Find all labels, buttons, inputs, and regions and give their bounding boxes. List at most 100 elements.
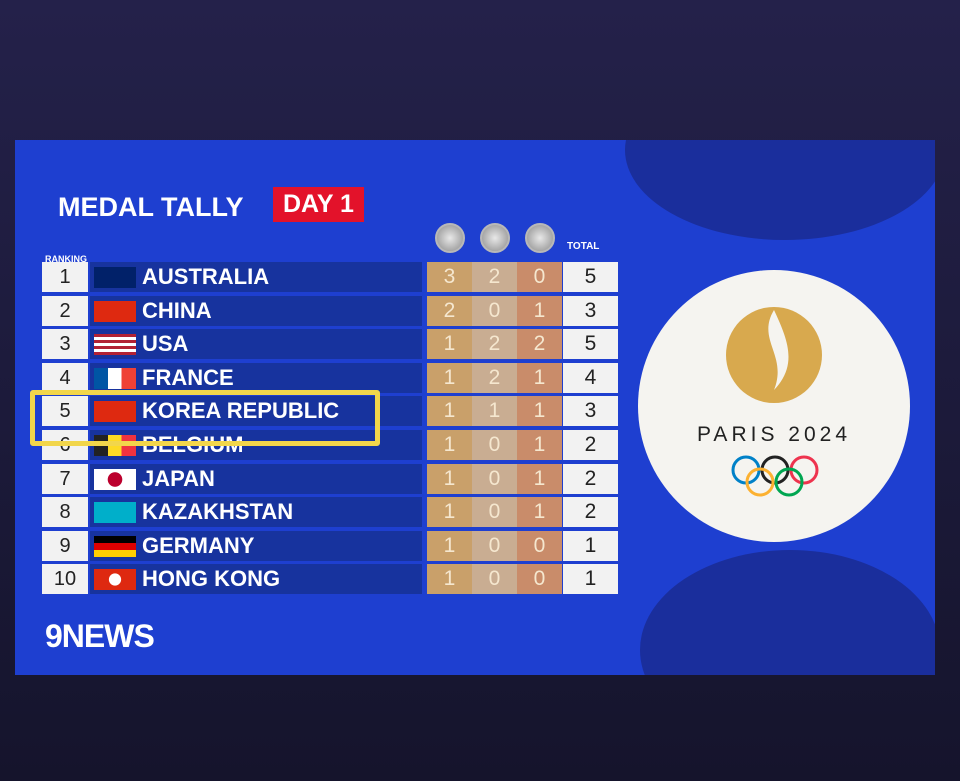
highlight-box xyxy=(30,390,380,446)
silver-cell: 2 xyxy=(472,329,517,360)
gold-cell: 3 xyxy=(427,262,472,292)
silver-medal-icon xyxy=(480,223,510,253)
country-bar: JAPAN xyxy=(90,463,422,494)
silver-cell: 0 xyxy=(472,497,517,528)
flag xyxy=(94,401,136,423)
table-row: 8 KAZAKHSTAN 1 0 1 2 xyxy=(42,497,622,528)
table-row: 2 CHINA 2 0 1 3 xyxy=(42,295,622,326)
bronze-cell: 0 xyxy=(517,530,562,561)
flag xyxy=(94,334,136,356)
country-name: KOREA REPUBLIC xyxy=(142,398,340,424)
table-row: 7 JAPAN 1 0 1 2 xyxy=(42,463,622,494)
silver-cell: 0 xyxy=(472,430,517,460)
silver-cell: 2 xyxy=(472,262,517,292)
silver-cell: 0 xyxy=(472,564,517,595)
gold-cell: 1 xyxy=(427,564,472,595)
country-bar: KOREA REPUBLIC xyxy=(90,396,422,427)
total-cell: 5 xyxy=(563,329,618,360)
flag xyxy=(94,535,136,557)
silver-cell: 0 xyxy=(472,463,517,494)
background-shape xyxy=(625,140,935,240)
country-name: KAZAKHSTAN xyxy=(142,499,294,525)
country-name: JAPAN xyxy=(142,465,215,491)
total-label: TOTAL xyxy=(567,241,600,252)
bronze-cell: 1 xyxy=(517,463,562,494)
total-cell: 2 xyxy=(563,430,618,460)
bronze-cell: 0 xyxy=(517,262,562,292)
olympic-rings xyxy=(731,455,819,497)
country-bar: FRANCE xyxy=(90,362,422,393)
table-row: 1 AUSTRALIA 3 2 0 5 xyxy=(42,262,622,292)
table-row: 3 USA 1 2 2 5 xyxy=(42,329,622,360)
gold-cell: 1 xyxy=(427,463,472,494)
total-cell: 2 xyxy=(563,463,618,494)
country-name: USA xyxy=(142,331,189,357)
table-row: 5 KOREA REPUBLIC 1 1 1 3 xyxy=(42,396,622,427)
country-bar: KAZAKHSTAN xyxy=(90,497,422,528)
gold-cell: 1 xyxy=(427,430,472,460)
gold-cell: 1 xyxy=(427,497,472,528)
rank-cell: 2 xyxy=(42,295,88,326)
silver-cell: 0 xyxy=(472,530,517,561)
total-cell: 3 xyxy=(563,295,618,326)
country-name: AUSTRALIA xyxy=(142,264,270,289)
country-bar: USA xyxy=(90,329,422,360)
table-row: 4 FRANCE 1 2 1 4 xyxy=(42,362,622,393)
country-bar: AUSTRALIA xyxy=(90,262,422,292)
flag xyxy=(94,468,136,490)
bronze-cell: 1 xyxy=(517,430,562,460)
table-row: 10 HONG KONG 1 0 0 1 xyxy=(42,564,622,595)
rank-cell: 3 xyxy=(42,329,88,360)
total-cell: 4 xyxy=(563,362,618,393)
paris-logo: PARIS 2024 xyxy=(638,270,910,542)
country-name: HONG KONG xyxy=(142,566,281,592)
gold-cell: 1 xyxy=(427,329,472,360)
country-name: CHINA xyxy=(142,297,212,323)
flag xyxy=(94,300,136,322)
flame-medal xyxy=(726,307,822,403)
bronze-cell: 1 xyxy=(517,396,562,427)
bronze-cell: 1 xyxy=(517,362,562,393)
flag xyxy=(94,367,136,389)
country-bar: CHINA xyxy=(90,295,422,326)
flag xyxy=(94,502,136,524)
gold-cell: 1 xyxy=(427,396,472,427)
logo-art xyxy=(726,307,822,497)
total-cell: 2 xyxy=(563,497,618,528)
broadcast-screen: MEDAL TALLY DAY 1 RANKING TOTAL 1 AUSTRAL… xyxy=(15,140,935,675)
background-shape xyxy=(640,550,935,675)
gold-cell: 1 xyxy=(427,362,472,393)
bronze-cell: 1 xyxy=(517,295,562,326)
country-bar: HONG KONG xyxy=(90,564,422,595)
ranking-label: RANKING xyxy=(45,254,87,264)
gold-medal-icon xyxy=(435,223,465,253)
total-cell: 1 xyxy=(563,564,618,595)
rank-cell: 4 xyxy=(42,362,88,393)
flag xyxy=(94,267,136,288)
silver-cell: 2 xyxy=(472,362,517,393)
total-cell: 3 xyxy=(563,396,618,427)
flag xyxy=(94,569,136,591)
rank-cell: 10 xyxy=(42,564,88,595)
total-cell: 5 xyxy=(563,262,618,292)
silver-cell: 1 xyxy=(472,396,517,427)
brand: 9NEWS xyxy=(45,618,155,654)
table-row: 9 GERMANY 1 0 0 1 xyxy=(42,530,622,561)
country-bar: GERMANY xyxy=(90,530,422,561)
day-badge: DAY 1 xyxy=(273,187,364,222)
bronze-cell: 1 xyxy=(517,497,562,528)
flame xyxy=(768,310,789,390)
silver-cell: 0 xyxy=(472,295,517,326)
rank-cell: 5 xyxy=(42,396,88,427)
bronze-cell: 0 xyxy=(517,564,562,595)
gold-cell: 1 xyxy=(427,530,472,561)
title: MEDAL TALLY xyxy=(58,192,244,222)
rank-cell: 9 xyxy=(42,530,88,561)
logo-text: PARIS 2024 xyxy=(696,423,851,446)
country-name: GERMANY xyxy=(142,532,255,558)
bronze-cell: 2 xyxy=(517,329,562,360)
rank-cell: 1 xyxy=(42,262,88,292)
bronze-medal-icon xyxy=(525,223,555,253)
